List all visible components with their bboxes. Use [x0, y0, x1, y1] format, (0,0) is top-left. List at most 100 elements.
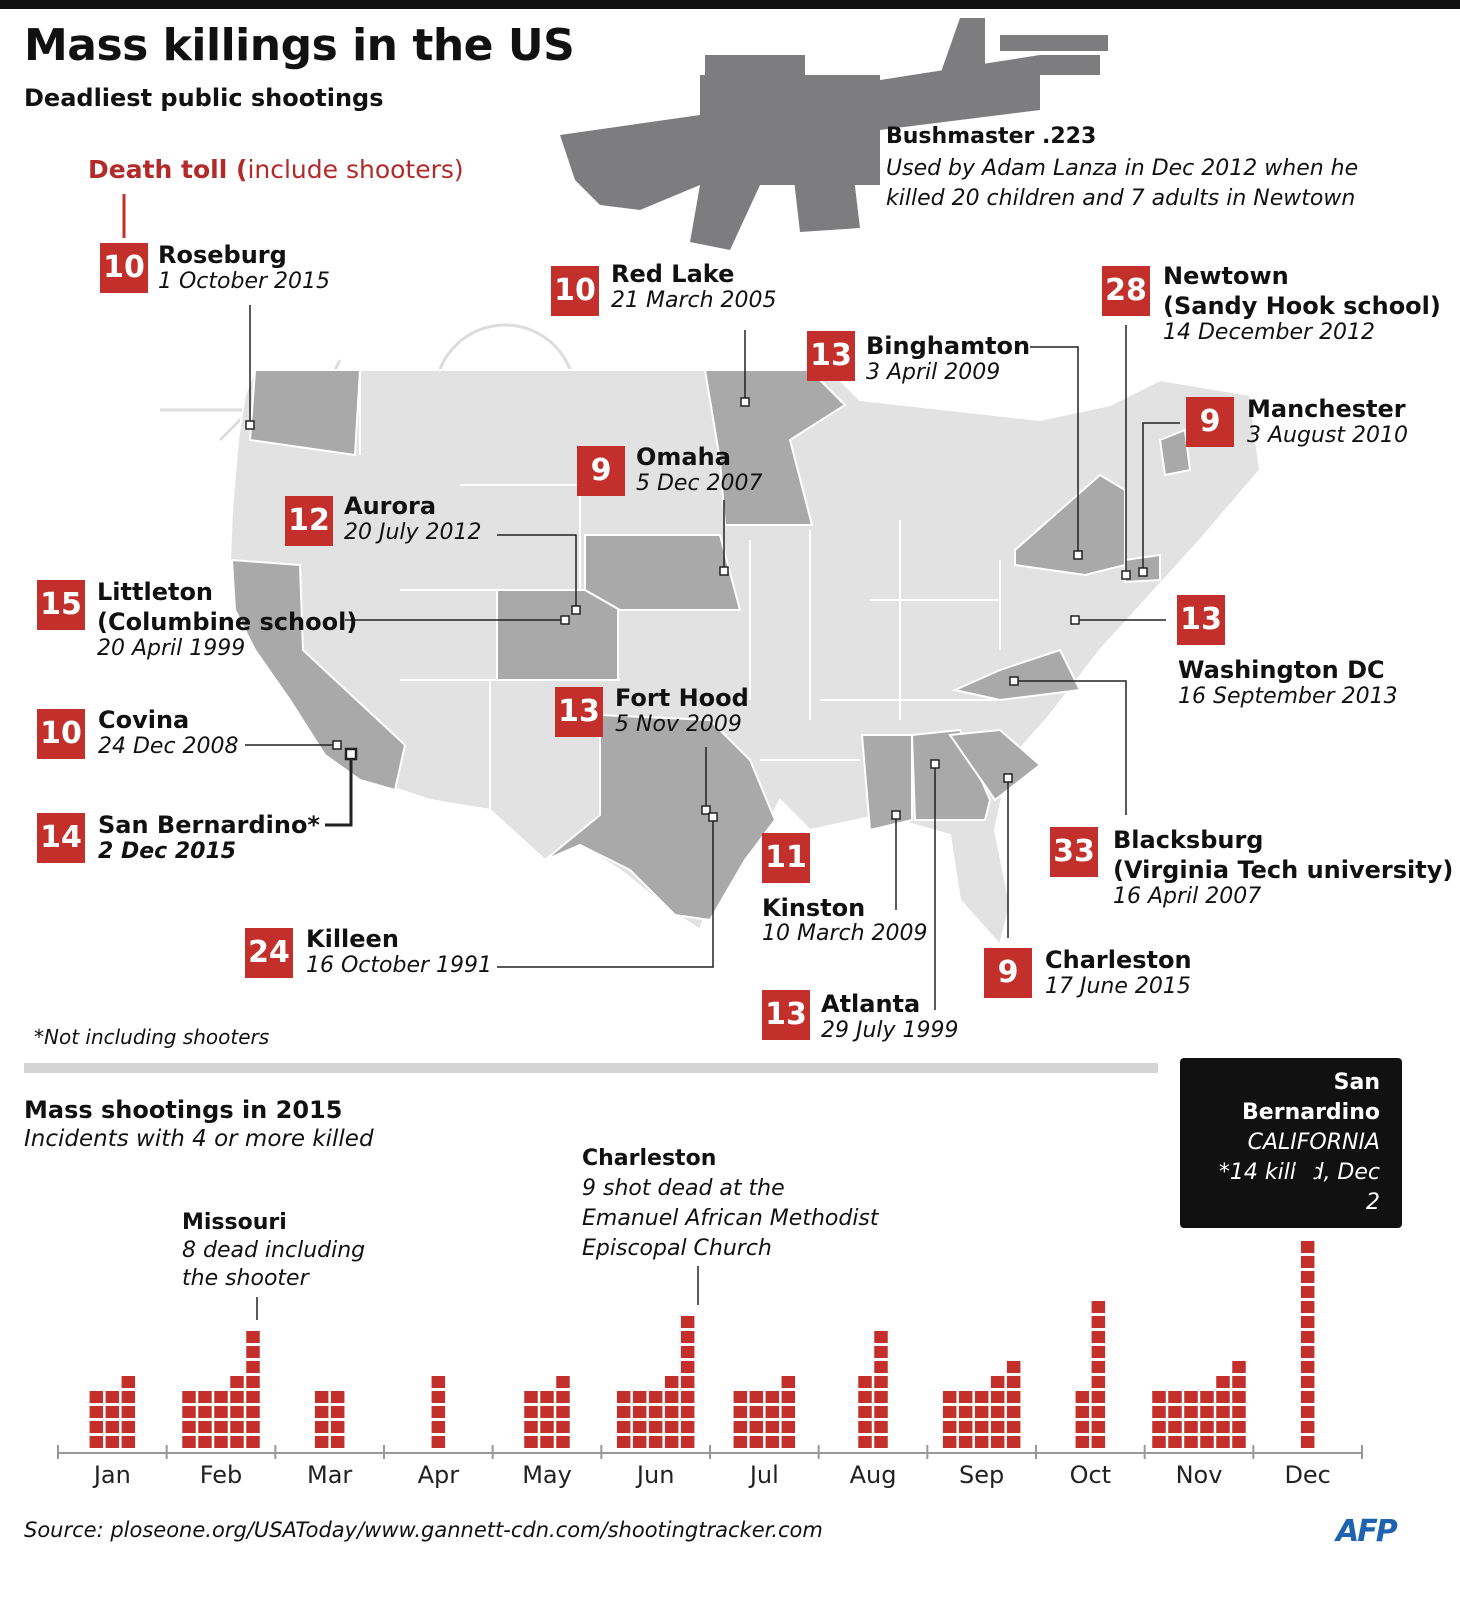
- incident-bar-unit: [616, 1391, 631, 1403]
- incident-bar: [1184, 1391, 1198, 1448]
- incident-bar: [1200, 1391, 1214, 1448]
- x-tick-label: Jun: [635, 1461, 675, 1489]
- state-georgia: [910, 728, 992, 821]
- incident-bar-unit: [540, 1421, 554, 1433]
- incident-bar-unit: [664, 1406, 679, 1418]
- city-label: Roseburg: [158, 241, 287, 269]
- state-south-carolina: [948, 728, 1042, 802]
- incident-bar-unit: [1091, 1406, 1106, 1418]
- incident-bar: [230, 1376, 244, 1448]
- incident-bar-unit: [858, 1391, 872, 1403]
- incident-bar-unit: [1168, 1421, 1182, 1433]
- date-label: 29 July 1999: [821, 1018, 959, 1043]
- incident-bar-unit: [524, 1421, 538, 1433]
- city-label: Charleston: [1045, 946, 1192, 974]
- date-label: 3 April 2009: [866, 360, 1001, 385]
- incident-bar-unit: [874, 1406, 888, 1418]
- incident-bar-unit: [664, 1421, 679, 1433]
- incident-bar-unit: [1152, 1406, 1166, 1418]
- incident-bar-unit: [1216, 1406, 1230, 1418]
- incident-bar-unit: [680, 1406, 695, 1418]
- incident-bar-unit: [1300, 1421, 1315, 1433]
- incident-bar-unit: [230, 1376, 244, 1388]
- incident-bar-unit: [556, 1421, 570, 1433]
- incident-bar-unit: [874, 1346, 888, 1358]
- x-tick-label: Jan: [92, 1461, 131, 1489]
- incident-bar-unit: [990, 1391, 1005, 1403]
- incident-bar-unit: [1216, 1421, 1230, 1433]
- death-toll-legend: Death toll (include shooters): [88, 155, 464, 184]
- incident-bar: [105, 1391, 120, 1448]
- incident-bar-unit: [680, 1391, 695, 1403]
- x-tick-label: Mar: [307, 1461, 352, 1489]
- incident-bar-unit: [198, 1406, 212, 1418]
- incident-bar-unit: [1300, 1331, 1315, 1343]
- incident-bar-unit: [1152, 1436, 1166, 1448]
- incident-bar: [330, 1391, 345, 1448]
- incident-bar-unit: [214, 1421, 228, 1433]
- source-note: Source: ploseone.org/USAToday/www.gannet…: [24, 1518, 823, 1542]
- incident-bar-unit: [648, 1436, 663, 1448]
- incident-bar-unit: [1300, 1406, 1315, 1418]
- incident-bar-unit: [246, 1391, 260, 1403]
- date-label: 14 December 2012: [1163, 320, 1376, 345]
- annotation-charleston-title: Charleston: [582, 1146, 717, 1171]
- incident-bar-unit: [874, 1436, 888, 1448]
- incident-bar-unit: [105, 1436, 120, 1448]
- x-tick-label: Apr: [418, 1461, 460, 1489]
- incident-bar: [556, 1376, 570, 1448]
- city-label: Manchester: [1247, 395, 1406, 423]
- incident-bar-unit: [1300, 1286, 1315, 1298]
- incident-bar-unit: [330, 1436, 345, 1448]
- incident-bar-unit: [121, 1376, 136, 1388]
- incident-bar-unit: [330, 1406, 345, 1418]
- incident-bar: [680, 1316, 695, 1448]
- incident-bar-unit: [246, 1376, 260, 1388]
- toll-badge: 10: [37, 709, 85, 759]
- date-label: 16 October 1991: [306, 953, 493, 978]
- incident-bar-unit: [105, 1406, 120, 1418]
- us-map: [228, 369, 1262, 948]
- incident-bar-unit: [632, 1391, 647, 1403]
- incident-bar-unit: [89, 1436, 104, 1448]
- incident-bar: [1168, 1391, 1182, 1448]
- date-label: 5 Dec 2007: [636, 471, 763, 496]
- incident-bar-unit: [230, 1421, 244, 1433]
- page-title: Mass killings in the US: [24, 20, 575, 71]
- incident-bar-unit: [958, 1391, 973, 1403]
- toll-badge: 13: [555, 687, 603, 737]
- incident-bar-unit: [1006, 1406, 1021, 1418]
- state-california: [230, 558, 407, 792]
- incident-bar: [314, 1391, 329, 1448]
- incident-bar-unit: [1091, 1331, 1106, 1343]
- toll-badge: 9: [577, 446, 625, 496]
- incident-bar-unit: [1300, 1361, 1315, 1373]
- incident-bar-unit: [765, 1406, 780, 1418]
- incident-bar-unit: [733, 1406, 748, 1418]
- incident-bar-unit: [874, 1331, 888, 1343]
- incident-bar-unit: [1184, 1391, 1198, 1403]
- toll-badge: 24: [245, 928, 293, 978]
- incident-bar-unit: [648, 1406, 663, 1418]
- city-label-2: (Sandy Hook school): [1163, 292, 1441, 320]
- incident-bar-unit: [246, 1331, 260, 1343]
- incident-bar-unit: [1300, 1271, 1315, 1283]
- incident-bar-unit: [1006, 1391, 1021, 1403]
- date-label: 10 March 2009: [762, 921, 928, 946]
- x-tick-label: May: [522, 1461, 572, 1489]
- annotation-missouri-title: Missouri: [182, 1210, 287, 1235]
- city-label: Newtown: [1163, 262, 1289, 290]
- incident-bar-unit: [105, 1391, 120, 1403]
- toll-badge: 15: [37, 580, 85, 630]
- afp-logo: AFP: [1336, 1514, 1398, 1549]
- toll-badge: 9: [1186, 397, 1234, 447]
- incident-bar: [524, 1391, 538, 1448]
- incident-bar-unit: [1200, 1391, 1214, 1403]
- incident-bar-unit: [1300, 1301, 1315, 1313]
- incident-bar-unit: [616, 1406, 631, 1418]
- incident-bar-unit: [431, 1376, 446, 1388]
- x-tick-label: Sep: [959, 1461, 1004, 1489]
- annotation-charleston-line2: Emanuel African Methodist: [582, 1206, 879, 1231]
